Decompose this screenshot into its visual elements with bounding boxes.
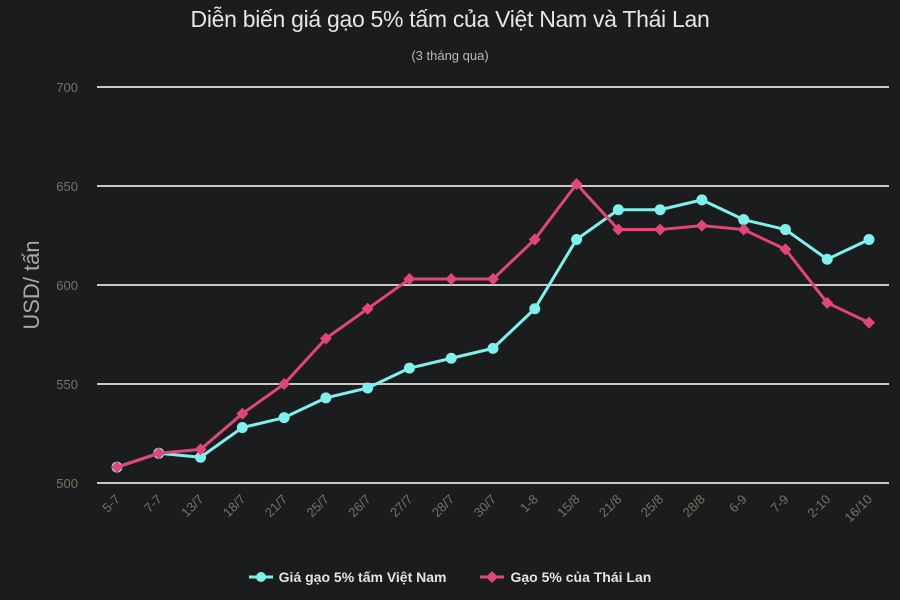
data-point[interactable] bbox=[111, 461, 123, 474]
x-tick-label: 25/8 bbox=[638, 492, 667, 521]
data-point[interactable] bbox=[654, 223, 667, 236]
data-point[interactable] bbox=[529, 303, 541, 315]
legend-label: Gạo 5% của Thái Lan bbox=[510, 569, 652, 585]
circle-marker-icon bbox=[248, 572, 273, 582]
y-tick-label: 550 bbox=[56, 377, 78, 392]
data-point[interactable] bbox=[320, 392, 332, 404]
x-tick-label: 13/7 bbox=[178, 492, 207, 521]
x-tick-label: 18/7 bbox=[220, 492, 249, 521]
data-point[interactable] bbox=[236, 422, 248, 434]
data-point[interactable] bbox=[362, 382, 374, 394]
data-point[interactable] bbox=[361, 302, 374, 315]
data-point[interactable] bbox=[278, 412, 290, 424]
legend-item-vietnam[interactable]: Giá gạo 5% tấm Việt Nam bbox=[248, 569, 447, 585]
data-point[interactable] bbox=[194, 443, 207, 456]
x-tick-label: 5-7 bbox=[99, 492, 123, 516]
x-tick-label: 30/7 bbox=[471, 492, 500, 521]
x-tick-label: 15/8 bbox=[554, 492, 583, 521]
diamond-marker-icon bbox=[480, 571, 505, 583]
data-point[interactable] bbox=[487, 273, 499, 286]
x-tick-label: 6-9 bbox=[726, 492, 750, 516]
data-point[interactable] bbox=[195, 451, 207, 463]
x-tick-label: 27/7 bbox=[387, 492, 416, 521]
data-point[interactable] bbox=[319, 332, 332, 345]
data-point[interactable] bbox=[779, 224, 791, 236]
y-tick-label: 650 bbox=[56, 179, 78, 194]
data-point[interactable] bbox=[738, 214, 750, 226]
x-tick-label: 7-7 bbox=[141, 492, 165, 516]
x-tick-label: 21/8 bbox=[596, 492, 625, 521]
series-layer bbox=[111, 178, 875, 474]
x-tick-label: 28/8 bbox=[680, 492, 709, 521]
series-line bbox=[116, 182, 870, 469]
chart-title: Diễn biến giá gạo 5% tấm của Việt Nam và… bbox=[190, 6, 710, 32]
y-tick-label: 700 bbox=[56, 80, 78, 95]
x-tick-label: 21/7 bbox=[262, 492, 291, 521]
chart-subtitle: (3 tháng qua) bbox=[411, 48, 489, 63]
data-point[interactable] bbox=[570, 178, 583, 191]
data-point[interactable] bbox=[278, 378, 291, 390]
data-point[interactable] bbox=[695, 219, 708, 232]
legend: Giá gạo 5% tấm Việt Nam Gạo 5% của Thái … bbox=[0, 569, 900, 585]
data-point[interactable] bbox=[821, 296, 834, 309]
x-tick-label: 26/7 bbox=[345, 492, 374, 521]
y-axis-ticks: 500 550 600 650 700 bbox=[56, 80, 78, 491]
data-point[interactable] bbox=[152, 447, 165, 460]
legend-item-thailand[interactable]: Gạo 5% của Thái Lan bbox=[480, 569, 651, 585]
data-point[interactable] bbox=[528, 233, 541, 246]
data-point[interactable] bbox=[821, 253, 833, 265]
data-point[interactable] bbox=[863, 233, 875, 245]
series-thailand bbox=[111, 178, 875, 474]
legend-label: Giá gạo 5% tấm Việt Nam bbox=[278, 569, 447, 585]
x-axis-ticks: 5-7 7-7 13/7 18/7 21/7 25/7 26/7 27/7 28/7 30/7 1-… bbox=[99, 492, 875, 526]
x-tick-label: 7-9 bbox=[768, 492, 792, 516]
data-point[interactable] bbox=[696, 194, 708, 206]
data-point[interactable] bbox=[403, 362, 415, 374]
data-point[interactable] bbox=[445, 352, 457, 364]
data-point[interactable] bbox=[403, 273, 416, 286]
x-tick-label: 28/7 bbox=[429, 492, 458, 521]
x-tick-label: 16/10 bbox=[842, 492, 876, 526]
x-tick-label: 25/7 bbox=[304, 492, 333, 521]
data-point[interactable] bbox=[571, 233, 583, 245]
x-tick-label: 2-10 bbox=[804, 492, 833, 521]
series-line bbox=[116, 198, 870, 469]
data-point[interactable] bbox=[737, 223, 750, 236]
data-point[interactable] bbox=[654, 204, 666, 216]
data-point[interactable] bbox=[863, 316, 875, 329]
x-tick-label: 1-8 bbox=[517, 492, 541, 516]
data-point[interactable] bbox=[612, 204, 624, 216]
y-tick-label: 600 bbox=[56, 278, 78, 293]
data-point[interactable] bbox=[236, 407, 249, 420]
y-tick-label: 500 bbox=[56, 476, 78, 491]
data-point[interactable] bbox=[779, 243, 792, 256]
data-point[interactable] bbox=[487, 342, 499, 354]
grid-lines bbox=[97, 86, 889, 484]
data-point[interactable] bbox=[445, 273, 458, 286]
data-point[interactable] bbox=[612, 223, 625, 236]
